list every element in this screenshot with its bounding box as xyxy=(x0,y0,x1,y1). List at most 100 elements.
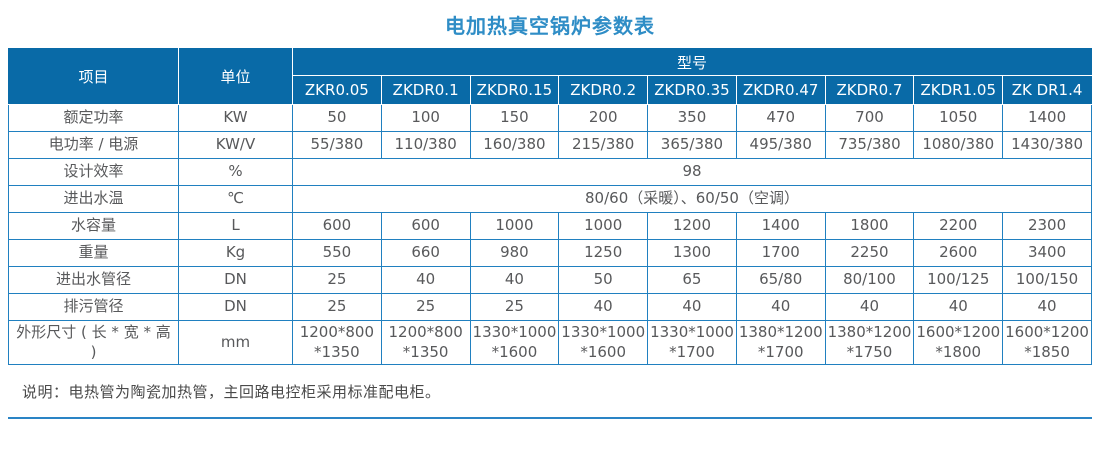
row-value: 1600*1200 *1850 xyxy=(1002,320,1092,365)
row-value: 40 xyxy=(469,266,560,294)
row-value: 160/380 xyxy=(469,131,560,159)
row-value: 1000 xyxy=(558,212,649,240)
row-value: 1400 xyxy=(1002,104,1092,132)
row-item-label: 额定功率 xyxy=(8,104,179,132)
row-unit: DN xyxy=(178,266,293,294)
table-row: 水容量 L 600 600 1000 1000 1200 1400 1800 2200 2300 xyxy=(8,212,1092,240)
row-item-label: 水容量 xyxy=(8,212,179,240)
row-value: 495/380 xyxy=(735,131,826,159)
row-value: 1330*1000 *1600 xyxy=(469,320,560,365)
row-item-label: 电功率 / 电源 xyxy=(8,131,179,159)
row-value: 365/380 xyxy=(647,131,737,159)
row-value: 40 xyxy=(735,293,826,321)
model-header-cell: ZK DR1.4 xyxy=(1002,75,1092,105)
row-unit: DN xyxy=(178,293,293,321)
row-value: 1200*800 *1350 xyxy=(380,320,471,365)
row-value: 40 xyxy=(913,293,1004,321)
row-value: 25 xyxy=(292,266,382,294)
row-value: 25 xyxy=(380,293,471,321)
page-title: 电加热真空锅炉参数表 xyxy=(445,14,655,38)
table-row: 进出水管径 DN 25 40 40 50 65 65/80 80/100 100/125 100/1… xyxy=(8,266,1092,294)
row-value: 980 xyxy=(469,239,560,267)
model-header-cell: ZKDR0.1 xyxy=(380,75,471,105)
row-value: 1380*1200 *1750 xyxy=(824,320,915,365)
row-value: 110/380 xyxy=(380,131,471,159)
spec-table-header: 项目 单位 型号 ZKR0.05 ZKDR0.1 ZKDR0.15 ZKDR0.2 ZK… xyxy=(8,48,1092,105)
row-value: 1200 xyxy=(647,212,737,240)
row-value: 2250 xyxy=(824,239,915,267)
row-value: 100/150 xyxy=(1002,266,1092,294)
spec-table-body: 额定功率 KW 50 100 150 200 350 470 700 1050 1400 电功率 / … xyxy=(8,104,1092,365)
row-value: 80/100 xyxy=(824,266,915,294)
row-value: 25 xyxy=(469,293,560,321)
row-value: 1080/380 xyxy=(913,131,1004,159)
model-header-cell: ZKR0.05 xyxy=(292,75,382,105)
row-value: 215/380 xyxy=(558,131,649,159)
row-value: 3400 xyxy=(1002,239,1092,267)
row-value: 100/125 xyxy=(913,266,1004,294)
header-model-group: 型号 xyxy=(292,48,1092,76)
table-row: 进出水温 ℃ 80/60（采暖）、60/50（空调） xyxy=(8,185,1092,213)
row-value: 40 xyxy=(558,293,649,321)
row-value: 50 xyxy=(292,104,382,132)
row-value: 735/380 xyxy=(824,131,915,159)
footnote: 说明：电热管为陶瓷加热管，主回路电控柜采用标准配电柜。 xyxy=(22,383,441,401)
row-value: 65 xyxy=(647,266,737,294)
row-value: 150 xyxy=(469,104,560,132)
row-value: 1600*1200 *1800 xyxy=(913,320,1004,365)
row-item-label: 进出水温 xyxy=(8,185,179,213)
row-value: 350 xyxy=(647,104,737,132)
row-value: 1300 xyxy=(647,239,737,267)
row-value: 1000 xyxy=(469,212,560,240)
row-value: 1200*800 *1350 xyxy=(292,320,382,365)
row-unit: KW xyxy=(178,104,293,132)
bottom-divider xyxy=(8,417,1092,419)
header-item: 项目 xyxy=(8,48,179,105)
row-merged-value: 80/60（采暖）、60/50（空调） xyxy=(292,185,1092,213)
row-value: 100 xyxy=(380,104,471,132)
model-header-cell: ZKDR0.7 xyxy=(824,75,915,105)
row-value: 40 xyxy=(380,266,471,294)
model-header-row: ZKR0.05 ZKDR0.1 ZKDR0.15 ZKDR0.2 ZKDR0.35 ZKD… xyxy=(9,75,1092,105)
row-value: 470 xyxy=(735,104,826,132)
row-unit: Kg xyxy=(178,239,293,267)
row-value: 1430/380 xyxy=(1002,131,1092,159)
row-item-label: 重量 xyxy=(8,239,179,267)
row-value: 2300 xyxy=(1002,212,1092,240)
row-value: 40 xyxy=(647,293,737,321)
spec-table: 项目 单位 型号 ZKR0.05 ZKDR0.1 ZKDR0.15 ZKDR0.2 ZK… xyxy=(8,48,1092,365)
table-row: 设计效率% 98 xyxy=(8,158,1092,186)
row-value: 1330*1000 *1700 xyxy=(647,320,737,365)
row-value: 25 xyxy=(292,293,382,321)
row-item-label: 设计效率 xyxy=(8,158,179,186)
table-row: 额定功率 KW 50 100 150 200 350 470 700 1050 1400 xyxy=(8,104,1092,132)
model-header-cell: ZKDR1.05 xyxy=(913,75,1004,105)
table-row: 重量 Kg 550 660 980 1250 1300 1700 2250 2600 3400 xyxy=(8,239,1092,267)
row-value: 660 xyxy=(380,239,471,267)
row-unit: % xyxy=(178,158,293,186)
row-value: 65/80 xyxy=(735,266,826,294)
header-group-row: 项目 单位 型号 xyxy=(8,48,1092,105)
row-value: 1250 xyxy=(558,239,649,267)
row-unit: KW/V xyxy=(178,131,293,159)
row-value: 40 xyxy=(1002,293,1092,321)
row-value: 2200 xyxy=(913,212,1004,240)
table-row: 外形尺寸 ( 长 * 宽 * 高 ) mm 1200*800 *1350 1200*8… xyxy=(8,320,1092,365)
model-header-cell: ZKDR0.35 xyxy=(647,75,737,105)
row-value: 1700 xyxy=(735,239,826,267)
row-value: 600 xyxy=(380,212,471,240)
table-row: 电功率 / 电源 KW/V 55/380 110/380 160/380 215/380 3… xyxy=(8,131,1092,159)
row-unit: ℃ xyxy=(178,185,293,213)
row-value: 40 xyxy=(824,293,915,321)
row-value: 1380*1200 *1700 xyxy=(735,320,826,365)
row-value: 1800 xyxy=(824,212,915,240)
model-header-cell: ZKDR0.15 xyxy=(469,75,560,105)
row-value: 1330*1000 *1600 xyxy=(558,320,649,365)
row-value: 55/380 xyxy=(292,131,382,159)
model-header-cell: ZKDR0.47 xyxy=(735,75,826,105)
row-merged-value: 98 xyxy=(292,158,1092,186)
table-row: 排污管径 DN 25 25 25 40 40 40 40 40 40 xyxy=(8,293,1092,321)
row-value: 200 xyxy=(558,104,649,132)
row-unit: L xyxy=(178,212,293,240)
